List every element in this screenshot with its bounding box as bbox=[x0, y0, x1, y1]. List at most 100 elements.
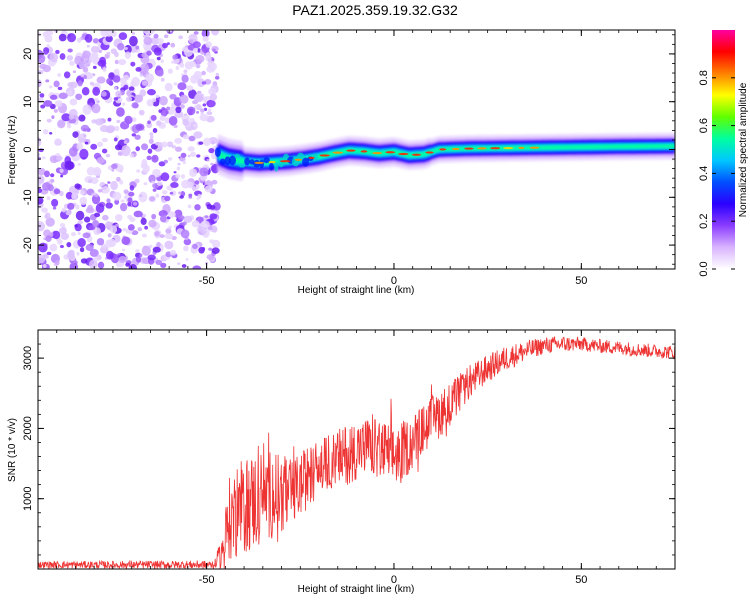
noise-blob bbox=[92, 256, 100, 262]
noise-blob bbox=[199, 114, 209, 122]
noise-blob bbox=[160, 59, 164, 64]
noise-blob bbox=[131, 133, 136, 137]
noise-blob bbox=[133, 210, 143, 218]
noise-blob bbox=[135, 249, 140, 253]
ridge-blob bbox=[244, 157, 250, 166]
noise-blob bbox=[160, 77, 165, 82]
noise-blob bbox=[90, 177, 99, 185]
noise-blob bbox=[208, 136, 218, 145]
noise-blob bbox=[155, 120, 162, 127]
noise-blob bbox=[46, 251, 52, 256]
noise-blob bbox=[38, 221, 45, 232]
noise-blob bbox=[141, 233, 147, 238]
noise-blob bbox=[188, 193, 193, 197]
y-tick-label: 20 bbox=[22, 48, 34, 60]
ridge-peak bbox=[425, 151, 434, 154]
noise-blob bbox=[132, 201, 138, 206]
noise-blob bbox=[38, 148, 44, 153]
noise-blob bbox=[116, 119, 121, 124]
noise-blob bbox=[114, 199, 120, 205]
colorbar-tick-label: 0.6 bbox=[698, 118, 710, 133]
noise-blob bbox=[167, 211, 176, 218]
noise-blob bbox=[177, 162, 181, 166]
noise-blob bbox=[79, 148, 89, 160]
noise-blob bbox=[67, 32, 77, 43]
noise-blob bbox=[135, 45, 140, 50]
noise-blob bbox=[186, 85, 194, 91]
noise-blob bbox=[215, 210, 220, 215]
noise-blob bbox=[150, 114, 157, 121]
noise-blob bbox=[86, 44, 90, 48]
noise-blob bbox=[112, 75, 121, 83]
noise-blob bbox=[66, 242, 72, 248]
noise-blob bbox=[201, 247, 206, 252]
noise-blob bbox=[208, 147, 215, 154]
noise-blob bbox=[156, 181, 163, 186]
noise-blob bbox=[101, 137, 108, 143]
noise-blob bbox=[147, 254, 156, 261]
snr-y-label: SNR (10 * v/v) bbox=[7, 418, 18, 482]
noise-blob bbox=[53, 80, 60, 88]
noise-blob bbox=[206, 111, 213, 116]
noise-blob bbox=[111, 168, 115, 172]
noise-blob bbox=[180, 229, 190, 239]
noise-blob bbox=[161, 141, 168, 148]
noise-blob bbox=[175, 106, 182, 114]
noise-blob bbox=[141, 159, 148, 166]
noise-blob bbox=[38, 138, 42, 145]
noise-blob bbox=[167, 30, 173, 33]
noise-blob bbox=[180, 152, 187, 158]
noise-blob bbox=[158, 109, 162, 113]
noise-blob bbox=[67, 90, 73, 96]
noise-blob bbox=[100, 30, 108, 37]
noise-blob bbox=[144, 225, 148, 230]
noise-blob bbox=[38, 153, 41, 156]
noise-blob bbox=[114, 51, 119, 58]
noise-blob bbox=[74, 183, 81, 189]
ridge-peak bbox=[360, 150, 368, 153]
noise-blob bbox=[141, 245, 151, 256]
noise-blob bbox=[211, 163, 220, 174]
noise-blob bbox=[192, 243, 198, 250]
noise-blob bbox=[100, 186, 110, 194]
noise-blob bbox=[200, 220, 210, 229]
noise-blob bbox=[164, 195, 171, 202]
noise-blob bbox=[159, 234, 165, 238]
noise-blob bbox=[207, 108, 212, 112]
noise-blob bbox=[168, 225, 172, 230]
noise-blob bbox=[174, 137, 183, 144]
ridge-peak bbox=[385, 151, 396, 154]
noise-blob bbox=[46, 44, 50, 48]
noise-blob bbox=[178, 215, 185, 221]
noise-blob bbox=[167, 68, 173, 74]
noise-blob bbox=[67, 82, 74, 88]
noise-blob bbox=[64, 160, 74, 171]
ridge-blob bbox=[274, 161, 279, 172]
noise-blob bbox=[200, 108, 205, 113]
noise-blob bbox=[215, 72, 220, 77]
noise-blob bbox=[183, 238, 192, 246]
noise-blob bbox=[57, 86, 63, 91]
noise-blob bbox=[170, 182, 179, 189]
noise-blob bbox=[183, 215, 193, 223]
noise-blob bbox=[92, 65, 97, 70]
ridge-peak bbox=[529, 146, 540, 149]
noise-blob bbox=[99, 245, 109, 254]
noise-blob bbox=[41, 156, 46, 160]
noise-blob bbox=[147, 148, 153, 154]
noise-blob bbox=[38, 183, 41, 188]
noise-blob bbox=[124, 115, 133, 125]
noise-blob bbox=[117, 58, 127, 66]
noise-blob bbox=[98, 50, 103, 53]
noise-blob bbox=[192, 265, 202, 269]
colorbar-gradient bbox=[712, 30, 735, 269]
noise-blob bbox=[106, 198, 111, 204]
noise-blob bbox=[61, 207, 67, 213]
noise-blob bbox=[136, 169, 141, 173]
noise-blob bbox=[54, 138, 62, 146]
noise-blob bbox=[39, 93, 45, 98]
noise-blob bbox=[127, 201, 132, 207]
noise-blob bbox=[90, 143, 98, 150]
noise-blob bbox=[96, 237, 105, 246]
